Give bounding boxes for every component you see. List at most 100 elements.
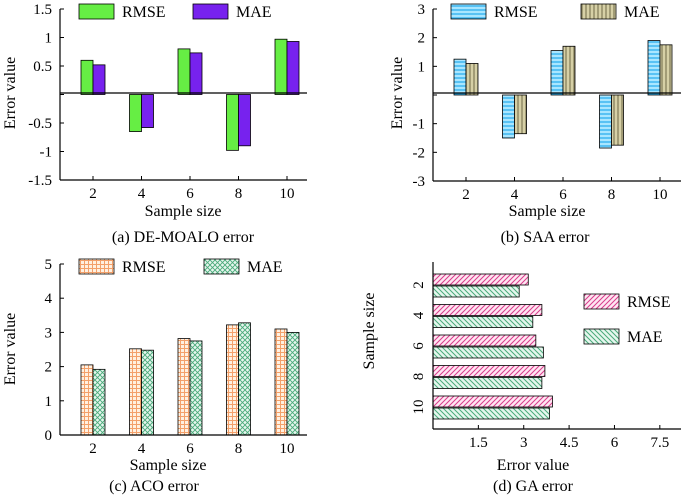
panel-b-bar-mae-8	[612, 95, 624, 145]
panel-c-xtick-label-2: 2	[89, 441, 97, 457]
panel-c-legend-rmse-label: RMSE	[122, 259, 166, 276]
panel-a-legend-mae-label: MAE	[236, 4, 272, 21]
panel-a-legend-rmse-label: RMSE	[122, 4, 166, 21]
panel-c-bar-rmse-10	[275, 329, 287, 435]
panel-a-xtick-label-6: 6	[186, 186, 194, 202]
panel-b-legend-mae-label: MAE	[624, 4, 660, 21]
panel-c-ytick-label-1: 4	[45, 291, 53, 307]
panel-b-ytick-label-6: -3	[413, 174, 426, 190]
panel-c-ylabel: Error value	[2, 313, 19, 385]
panel-c-legend-rmse-swatch	[79, 259, 114, 274]
panel-d-bar-mae-2	[433, 286, 519, 297]
panel-b-bar-rmse-8	[600, 95, 612, 148]
panel-b-bar-rmse-2	[454, 59, 466, 95]
panel-d-bars	[433, 274, 552, 419]
panel-b-ytick-label-1: 2	[418, 31, 426, 47]
panel-d-bar-mae-4	[433, 317, 533, 328]
panel-b-xtick-label-4: 4	[511, 187, 519, 203]
panel-c-bar-rmse-8	[227, 325, 239, 435]
panel-b-caption: (b) SAA error	[501, 229, 591, 246]
panel-b-xlabel: Sample size	[509, 203, 586, 220]
panel-a-ytick-label-4: -0.5	[28, 116, 52, 132]
panel-a-bar-mae-8	[239, 95, 251, 146]
panel-c-bar-rmse-2	[81, 365, 93, 435]
panel-c-ytick-label-0: 5	[45, 257, 53, 273]
panel-d-bar-mae-8	[433, 378, 542, 389]
panel-c-bar-rmse-4	[130, 349, 142, 435]
panel-b-bar-rmse-10	[648, 41, 660, 95]
panel-b-bar-rmse-4	[503, 95, 515, 138]
panel-d-bar-mae-6	[433, 347, 543, 358]
panel-c-xtick-label-10: 10	[280, 441, 295, 457]
panel-b-xtick-label-8: 8	[608, 187, 616, 203]
panel-b-bar-mae-6	[563, 46, 575, 95]
panel-a-bar-rmse-6	[178, 49, 190, 95]
panel-d-bar-mae-10	[433, 408, 549, 419]
panel-d-ga: 2 4 6 8 10 1.5 3 4.5 6 7.5 Error value Sample siz…	[361, 262, 681, 495]
panel-c-xtick-label-6: 6	[186, 441, 194, 457]
panel-c-bars	[81, 323, 299, 435]
panel-a-ytick-label-1: 1	[45, 31, 53, 47]
panel-b-xtick-label-6: 6	[559, 187, 567, 203]
panel-a-xtick-label-4: 4	[138, 186, 146, 202]
panel-d-bar-rmse-8	[433, 366, 545, 377]
panel-b-ytick-label-5: -2	[413, 145, 426, 161]
panel-c-bar-mae-10	[287, 332, 299, 435]
panel-c-ytick-label-5: 0	[45, 428, 53, 444]
panel-c-bar-mae-6	[190, 341, 202, 435]
panel-d-caption: (d) GA error	[493, 478, 574, 495]
panel-d-xtick-label-1: 3	[520, 435, 528, 451]
panel-d-ytick-label-8: 8	[411, 373, 427, 381]
panel-b-bar-mae-4	[515, 95, 527, 134]
panel-c-ytick-label-3: 2	[45, 360, 53, 376]
panel-a-bar-rmse-4	[130, 95, 142, 132]
panel-a-bar-mae-10	[287, 41, 299, 94]
figure: 2 4 6 8 101.510.5-0.5-1-1.5 Sample size Erro…	[0, 0, 685, 498]
panel-d-xlabel: Error value	[497, 457, 569, 474]
panel-b-legend-rmse-swatch	[451, 4, 486, 19]
panel-c-bar-mae-2	[93, 369, 105, 435]
panel-a-bar-mae-6	[190, 53, 202, 95]
panel-a-bar-mae-4	[142, 95, 154, 128]
panel-d-legend-mae-swatch	[584, 329, 619, 344]
panel-a-legend-rmse-swatch	[79, 4, 114, 19]
panel-c-xtick-label-8: 8	[235, 441, 243, 457]
panel-d-ylabel: Sample size	[361, 293, 378, 370]
panel-d-xtick-label-2: 4.5	[560, 435, 579, 451]
panel-b-legend-mae-swatch	[581, 4, 616, 19]
panel-d-xtick-label-4: 7.5	[650, 435, 669, 451]
panel-d-ytick-label-6: 6	[411, 342, 427, 350]
panel-a-de-moalo: 2 4 6 8 10 1.5 1 0.5 -0.5 -1 -1.5 Sample size Erro…	[2, 2, 307, 246]
panel-a-ytick-label-2: 0.5	[33, 59, 52, 75]
panel-c-caption: (c) ACO error	[109, 478, 199, 495]
panel-a-bars	[81, 39, 299, 150]
panel-d-legend-rmse-swatch	[584, 294, 619, 309]
panel-b-bars	[454, 41, 672, 148]
panel-b-ytick-label-0: 3	[418, 2, 426, 18]
panel-a-ylabel: Error value	[2, 57, 19, 129]
panel-a-legend-mae-swatch	[193, 4, 228, 19]
panel-a-xlabel: Sample size	[145, 203, 222, 220]
panel-d-legend-rmse-label: RMSE	[627, 294, 671, 311]
panel-b-ytick-label-2: 1	[418, 59, 426, 75]
panel-d-legend-mae-label: MAE	[627, 329, 663, 346]
panel-d-xtick-label-3: 6	[611, 435, 619, 451]
panel-d-xtick-label-0: 1.5	[469, 435, 488, 451]
panel-a-ytick-label-6: -1.5	[28, 173, 52, 189]
panel-d-ytick-label-10: 10	[411, 400, 427, 415]
panel-c-xtick-label-4: 4	[138, 441, 146, 457]
panel-b-xtick-label-2: 2	[462, 187, 470, 203]
panel-d-bar-rmse-10	[433, 396, 552, 407]
panel-c-legend-mae-swatch	[204, 259, 239, 274]
panel-a-bar-rmse-10	[275, 39, 287, 94]
panel-d-ytick-label-4: 4	[411, 311, 427, 319]
panel-b-bar-mae-2	[466, 63, 478, 95]
panel-a-ticks: 2 4 6 8 10 1.5 1 0.5 -0.5 -1 -1.5	[28, 2, 294, 202]
panel-d-ytick-label-2: 2	[411, 281, 427, 289]
panel-a-bar-rmse-8	[227, 95, 239, 151]
panel-a-bar-rmse-2	[81, 60, 93, 94]
panel-b-xtick-label-10: 10	[653, 187, 668, 203]
panel-c-bar-mae-4	[142, 350, 154, 435]
